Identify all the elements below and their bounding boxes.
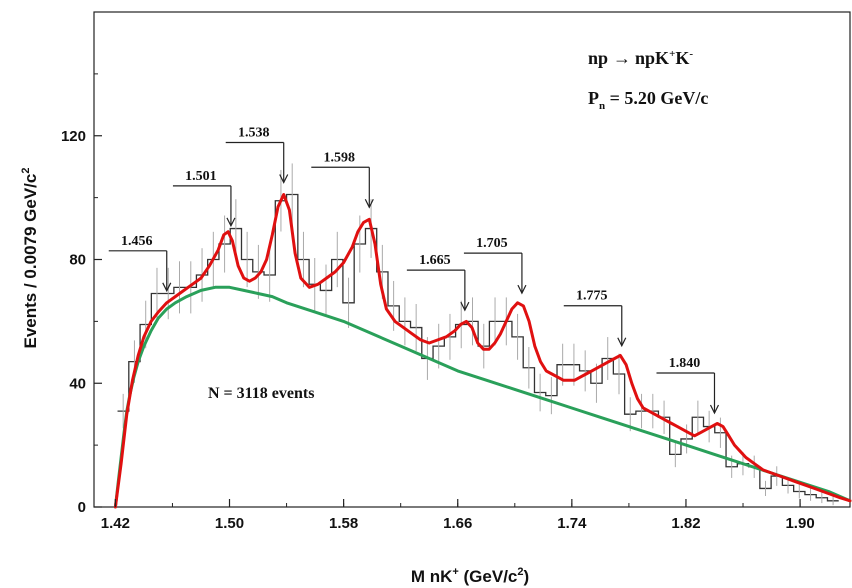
- peak-arrow-head: [709, 404, 720, 415]
- x-axis-title: M nK+ (GeV/c2): [411, 566, 529, 586]
- reaction-sup2: -: [689, 48, 693, 60]
- x-axis-title-unit-end: ): [524, 567, 530, 586]
- peak-label: 1.501: [185, 169, 217, 184]
- peak-marker: 1.775: [563, 289, 627, 348]
- x-tick-label: 1.66: [443, 515, 472, 532]
- y-axis-title-sup: 2: [20, 168, 32, 174]
- x-axis-title-unit-sup: 2: [517, 566, 523, 578]
- beam-momentum-label: Pn = 5.20 GeV/c: [588, 88, 708, 112]
- peak-label: 1.538: [238, 126, 270, 141]
- reaction-arrow: →: [613, 48, 631, 68]
- peak-arrow-head: [617, 337, 627, 348]
- peak-arrow-head: [364, 199, 374, 209]
- axis-ticks: 1.42 1.50 1.58 1.66 1.74 1.82 1.90 0 40 80 120: [61, 73, 815, 532]
- peak-arrow-head: [279, 174, 289, 184]
- reaction-rhs: npK: [635, 48, 669, 68]
- x-tick-label: 1.90: [785, 515, 814, 532]
- y-tick-label: 0: [78, 499, 86, 516]
- peak-label: 1.665: [419, 253, 451, 268]
- y-axis-title-main: Events / 0.0079 GeV/c: [21, 174, 40, 349]
- beam-value: = 5.20 GeV/c: [605, 88, 708, 108]
- reaction-lhs: np: [588, 48, 608, 68]
- y-tick-label: 120: [61, 128, 86, 145]
- reaction-mid: K: [675, 48, 689, 68]
- beam-subscript: n: [599, 100, 605, 112]
- x-axis-title-main: M nK: [411, 567, 453, 586]
- events-count-annotation: N = 3118 events: [208, 385, 314, 402]
- peak-marker: 1.705: [463, 236, 527, 295]
- peak-label: 1.775: [576, 289, 608, 304]
- y-axis-title: Events / 0.0079 GeV/c2: [20, 168, 40, 349]
- x-tick-label: 1.42: [101, 515, 130, 532]
- peak-markers: 1.456 1.501 1.538 1.598 1.665 1.705 1.775 1.840: [108, 126, 720, 415]
- y-tick-label: 40: [69, 375, 86, 392]
- peak-arrow-head: [517, 284, 527, 295]
- peak-marker: 1.840: [656, 356, 720, 415]
- peak-marker: 1.665: [406, 253, 470, 312]
- peak-marker: 1.598: [311, 150, 374, 209]
- x-tick-label: 1.82: [671, 515, 700, 532]
- peak-marker: 1.456: [108, 234, 172, 293]
- x-axis-title-sup: +: [452, 566, 458, 578]
- x-axis-title-unit: (GeV/c: [459, 567, 518, 586]
- x-tick-label: 1.50: [215, 515, 244, 532]
- fit-curve: [113, 193, 852, 509]
- reaction-sup1: +: [669, 48, 675, 60]
- histogram-outline: [117, 193, 839, 502]
- peak-arrow-head: [162, 282, 172, 293]
- beam-symbol: P: [588, 88, 599, 108]
- peak-arrow-head: [460, 301, 470, 312]
- peak-label: 1.705: [476, 236, 508, 251]
- reaction-label: np → npK+K-: [588, 48, 693, 68]
- x-tick-label: 1.74: [557, 515, 587, 532]
- peak-label: 1.456: [121, 234, 153, 249]
- fit-line: [113, 193, 852, 509]
- x-tick-label: 1.58: [329, 515, 358, 532]
- histogram: [117, 163, 839, 506]
- peak-label: 1.840: [669, 356, 701, 371]
- y-tick-label: 80: [69, 252, 86, 269]
- peak-marker: 1.501: [172, 169, 236, 228]
- peak-marker: 1.538: [225, 126, 289, 184]
- peak-label: 1.598: [324, 150, 356, 165]
- peak-arrow-head: [226, 217, 236, 228]
